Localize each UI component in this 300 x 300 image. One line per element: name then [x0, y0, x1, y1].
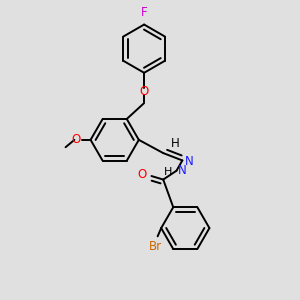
Text: N: N — [178, 164, 187, 177]
Text: H: H — [164, 167, 172, 177]
Text: F: F — [141, 6, 147, 19]
Text: N: N — [185, 154, 194, 167]
Text: Br: Br — [149, 241, 162, 254]
Text: O: O — [71, 134, 80, 146]
Text: O: O — [137, 168, 146, 181]
Text: O: O — [140, 85, 149, 98]
Text: H: H — [171, 137, 179, 150]
